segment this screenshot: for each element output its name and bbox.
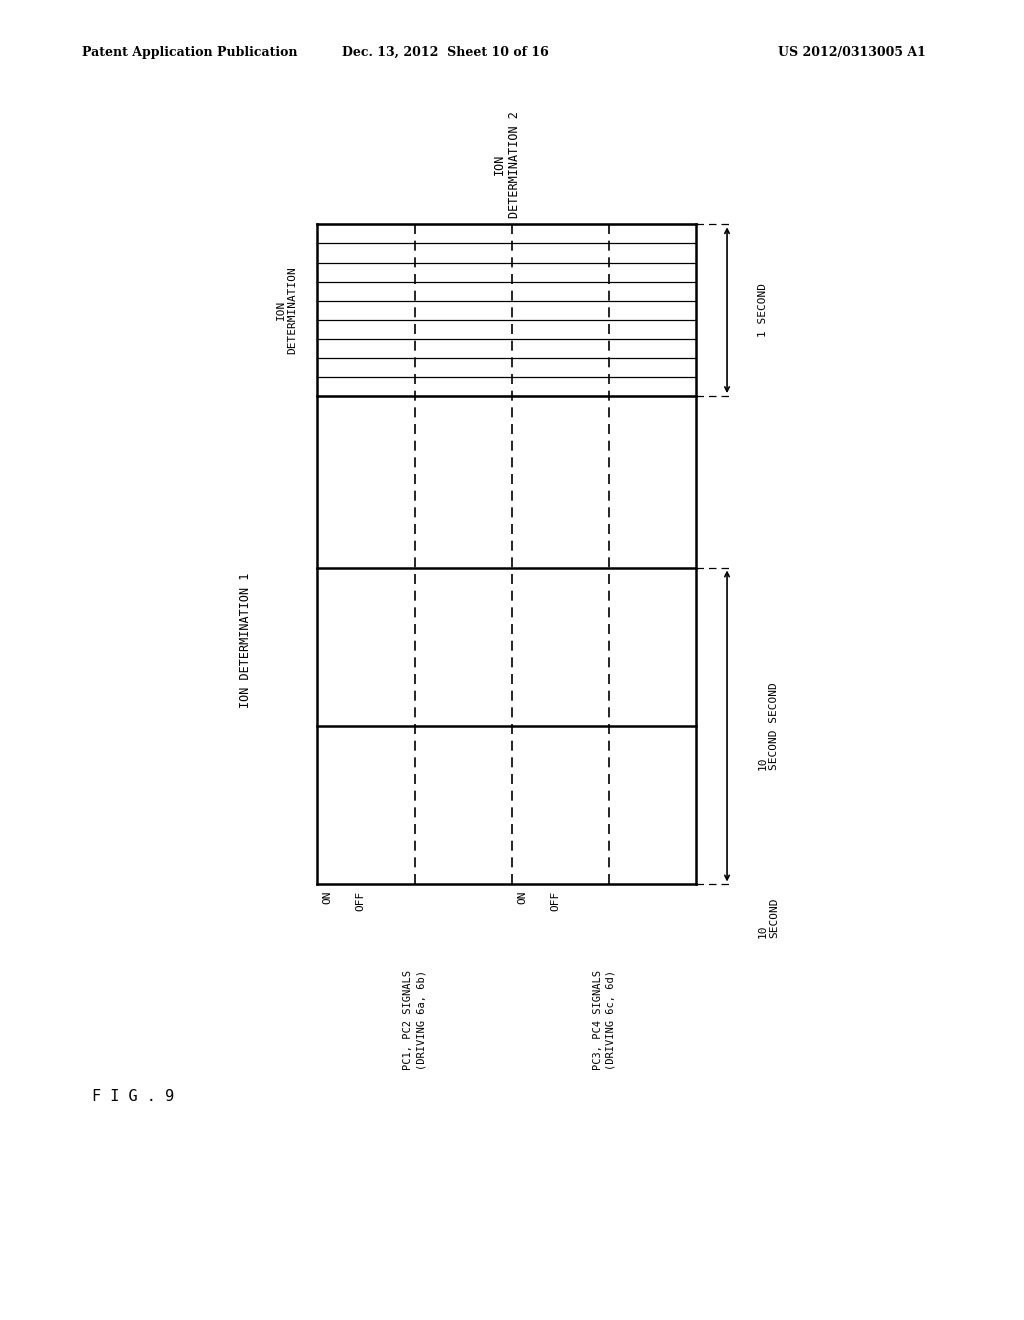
Text: US 2012/0313005 A1: US 2012/0313005 A1 (778, 46, 926, 59)
Text: OFF: OFF (355, 891, 366, 911)
Text: 10
SECOND: 10 SECOND (758, 898, 779, 939)
Text: Patent Application Publication: Patent Application Publication (82, 46, 297, 59)
Text: OFF: OFF (550, 891, 560, 911)
Text: ION DETERMINATION 1: ION DETERMINATION 1 (240, 573, 252, 708)
Text: 10
SECOND SECOND: 10 SECOND SECOND (758, 682, 779, 770)
Text: Dec. 13, 2012  Sheet 10 of 16: Dec. 13, 2012 Sheet 10 of 16 (342, 46, 549, 59)
Text: F I G . 9: F I G . 9 (92, 1089, 174, 1104)
Text: 1 SECOND: 1 SECOND (758, 284, 768, 337)
Text: PC3, PC4 SIGNALS
(DRIVING 6c, 6d): PC3, PC4 SIGNALS (DRIVING 6c, 6d) (593, 970, 615, 1071)
Text: ON: ON (517, 891, 527, 904)
Text: ON: ON (323, 891, 333, 904)
Text: ION
DETERMINATION: ION DETERMINATION (275, 267, 298, 354)
Text: PC1, PC2 SIGNALS
(DRIVING 6a, 6b): PC1, PC2 SIGNALS (DRIVING 6a, 6b) (403, 970, 426, 1071)
Text: ION
DETERMINATION 2: ION DETERMINATION 2 (493, 111, 521, 218)
